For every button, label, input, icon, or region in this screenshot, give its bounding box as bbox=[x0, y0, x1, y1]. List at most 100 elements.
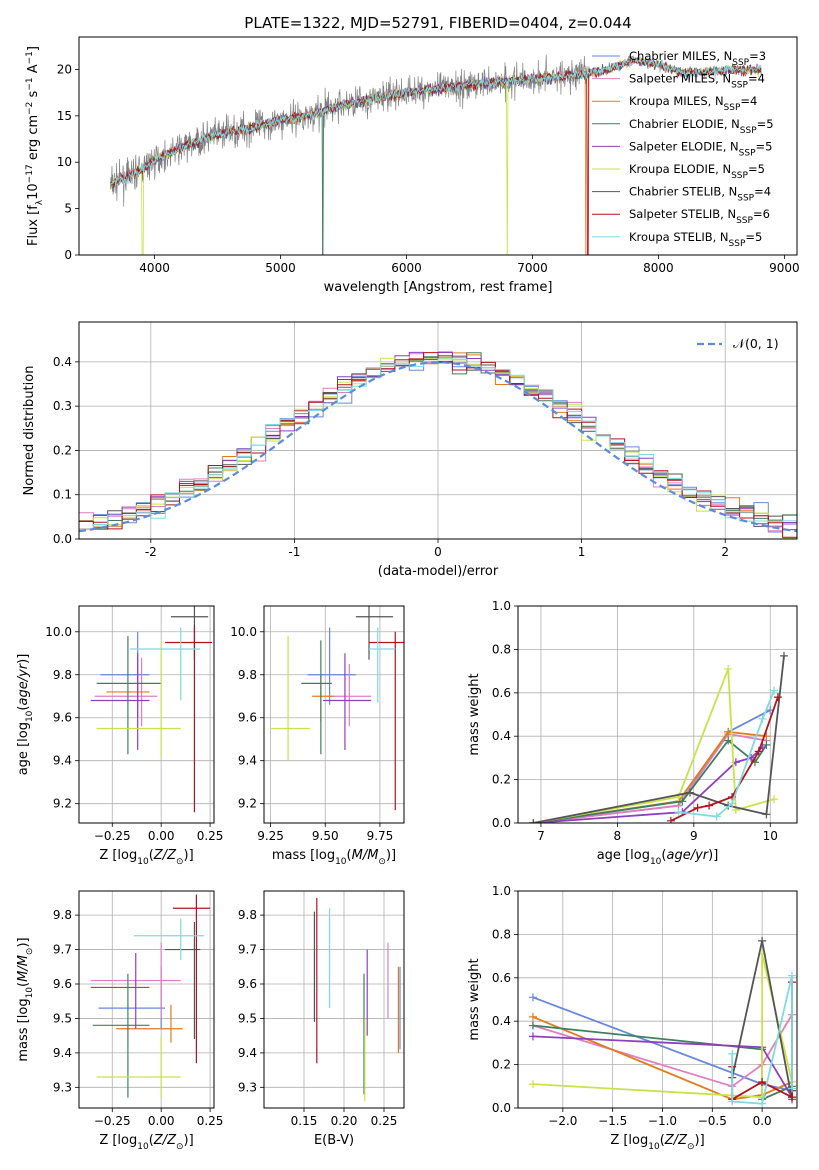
weight-marker-salpeter-stelib bbox=[773, 693, 782, 702]
weight-marker-chabrier-stelib bbox=[780, 651, 789, 660]
x-tick-label: 0.25 bbox=[197, 1114, 224, 1128]
x-tick-label: 0.00 bbox=[148, 1114, 175, 1128]
errorbars bbox=[90, 894, 211, 1098]
y-tick-label: 0.2 bbox=[492, 773, 511, 787]
axes-frame bbox=[78, 605, 215, 824]
weight-lines bbox=[529, 651, 789, 823]
y-tick-label: 9.4 bbox=[53, 1046, 72, 1060]
weight-marker-salpeter-stelib bbox=[788, 1093, 797, 1102]
weight-marker-kroupa-elodie bbox=[724, 664, 733, 673]
y-tick-label: 0.4 bbox=[492, 729, 511, 743]
legend-label-normal: 𝒩(0, 1) bbox=[733, 336, 779, 351]
axes-frame bbox=[263, 605, 405, 824]
weight-marker-chabrier-stelib bbox=[758, 936, 767, 945]
x-tick-label: −1.5 bbox=[598, 1114, 627, 1128]
x-tick-label: 1 bbox=[578, 545, 586, 559]
y-tick-label: 0.0 bbox=[492, 1101, 511, 1115]
y-tick-label: 9.8 bbox=[53, 668, 72, 682]
x-tick-label: 6000 bbox=[391, 261, 422, 275]
errorbars bbox=[90, 606, 213, 813]
weight-line-chabrier-elodie bbox=[533, 739, 768, 823]
x-tick-label: 0.00 bbox=[148, 829, 175, 843]
weight-marker-kroupa-stelib bbox=[758, 1099, 767, 1108]
chart-mass-vs-ebv: 0.15 0.20 0.25 9.3 9.4 9.5 9.6 9.7 9.8 E(B-V) bbox=[238, 890, 405, 1148]
x-tick-label: 8 bbox=[614, 829, 622, 843]
y-tick-label: 9.5 bbox=[53, 1011, 72, 1025]
x-axis-label: mass [log10(M/M⊙)] bbox=[272, 848, 396, 867]
model-spectrum-salpeter-stelib bbox=[110, 57, 762, 255]
y-axis-label: mass [log10(M/M⊙)] bbox=[16, 937, 35, 1061]
axes-frame bbox=[263, 890, 405, 1109]
weight-marker-salpeter-elodie bbox=[528, 1032, 537, 1041]
weight-marker-chabrier-miles bbox=[528, 993, 537, 1002]
histogram-salpeter-stelib bbox=[79, 352, 797, 538]
legend-label-salpeter-miles: Salpeter MILES, NSSP=4 bbox=[629, 72, 765, 91]
x-tick-label: −0.25 bbox=[94, 1114, 131, 1128]
y-axis-label: mass weight bbox=[467, 673, 482, 755]
x-tick-label: −1.0 bbox=[648, 1114, 677, 1128]
x-tick-label: 8000 bbox=[643, 261, 674, 275]
axes-frame bbox=[78, 321, 798, 540]
y-tick-label: 0.2 bbox=[53, 443, 72, 457]
axes-frame bbox=[78, 890, 215, 1109]
errorbars bbox=[313, 897, 401, 1102]
y-tick-label: 9.2 bbox=[238, 797, 257, 811]
x-tick-label: -1 bbox=[288, 545, 300, 559]
weight-marker-kroupa-elodie bbox=[528, 1080, 537, 1089]
x-axis-label: Z [log10(Z/Z⊙)] bbox=[610, 1133, 704, 1152]
x-axis-label: E(B-V) bbox=[314, 1133, 354, 1148]
y-tick-label: 9.6 bbox=[53, 711, 72, 725]
weight-marker-chabrier-elodie bbox=[724, 736, 733, 745]
x-tick-label: 9.25 bbox=[257, 829, 284, 843]
y-axis-label: Normed distribution bbox=[22, 366, 37, 496]
y-tick-label: 0 bbox=[64, 248, 72, 262]
x-tick-label: 4000 bbox=[139, 261, 170, 275]
y-tick-label: 9.7 bbox=[238, 943, 257, 957]
legend-label-chabrier-elodie: Chabrier ELODIE, NSSP=5 bbox=[629, 117, 774, 136]
legend-label-salpeter-elodie: Salpeter ELODIE, NSSP=5 bbox=[629, 139, 772, 158]
chart-age-vs-Z: −0.25 0.00 0.25 9.2 9.4 9.6 9.8 10.0 Z [log10(Z/… bbox=[16, 605, 223, 867]
x-tick-label: 9.50 bbox=[312, 829, 339, 843]
weight-marker-salpeter-stelib bbox=[758, 1077, 767, 1086]
figure-title: PLATE=1322, MJD=52791, FIBERID=0404, z=0… bbox=[244, 14, 631, 32]
chart-mass-vs-Z: −0.25 0.00 0.25 9.3 9.4 9.5 9.6 9.7 9.8 Z [log10(… bbox=[16, 890, 224, 1152]
weight-marker-kroupa-stelib bbox=[674, 808, 683, 817]
y-tick-label: 9.5 bbox=[238, 1011, 257, 1025]
weight-marker-kroupa-stelib bbox=[728, 1049, 737, 1058]
weight-marker-kroupa-stelib bbox=[712, 812, 721, 821]
y-tick-label: 9.6 bbox=[238, 711, 257, 725]
x-tick-label: −0.5 bbox=[698, 1114, 727, 1128]
weight-marker-kroupa-stelib bbox=[728, 1097, 737, 1106]
x-tick-label: −2.0 bbox=[548, 1114, 577, 1128]
chart-weight-vs-age: 7 8 9 10 0.0 0.2 0.4 0.6 0.8 1.0 age [log10(age/yr… bbox=[467, 599, 798, 867]
x-tick-label: 2 bbox=[721, 545, 729, 559]
weight-marker-kroupa-stelib bbox=[788, 1084, 797, 1093]
weight-marker-kroupa-miles bbox=[528, 1012, 537, 1021]
weight-lines bbox=[528, 936, 797, 1108]
chart-residuals: -2 -1 0 1 2 0.0 0.1 0.2 0.3 0.4 𝒩(0, 1) (data-model… bbox=[22, 321, 798, 579]
weight-line-salpeter-elodie bbox=[533, 746, 764, 823]
legend-label-kroupa-stelib: Kroupa STELIB, NSSP=5 bbox=[629, 230, 762, 249]
x-tick-label: 7000 bbox=[517, 261, 548, 275]
y-tick-label: 10 bbox=[57, 155, 72, 169]
x-tick-label: 9000 bbox=[769, 261, 800, 275]
y-tick-label: 10.0 bbox=[230, 625, 257, 639]
weight-marker-salpeter-stelib bbox=[666, 816, 675, 823]
observed-spectrum bbox=[110, 54, 590, 255]
chart-age-vs-mass: 9.25 9.50 9.75 9.2 9.4 9.6 9.8 10.0 mass [log10(… bbox=[230, 605, 405, 867]
y-axis-label: mass weight bbox=[467, 958, 482, 1040]
y-tick-label: 9.6 bbox=[238, 977, 257, 991]
chart-weight-vs-Z: −2.0 −1.5 −1.0 −0.5 0.0 0.0 0.2 0.4 0.6 0.8 1.0 Z [… bbox=[467, 884, 798, 1152]
y-axis-label: Flux [fλ10−17 erg cm−2 s−1 A−1] bbox=[25, 46, 45, 246]
y-tick-label: 0.0 bbox=[53, 532, 72, 546]
x-tick-label: −0.25 bbox=[94, 829, 131, 843]
y-tick-label: 9.8 bbox=[238, 668, 257, 682]
x-tick-label: 0.15 bbox=[291, 1114, 318, 1128]
spectrum-legend: Chabrier MILES, NSSP=3 Salpeter MILES, NS… bbox=[592, 49, 774, 249]
legend-label-chabrier-miles: Chabrier MILES, NSSP=3 bbox=[629, 49, 766, 68]
weight-marker-kroupa-stelib bbox=[758, 714, 767, 723]
y-tick-label: 9.4 bbox=[238, 1046, 257, 1060]
legend-label-kroupa-miles: Kroupa MILES, NSSP=4 bbox=[629, 94, 757, 113]
x-axis-label: (data-model)/error bbox=[378, 564, 499, 579]
y-tick-label: 0.4 bbox=[492, 1014, 511, 1028]
